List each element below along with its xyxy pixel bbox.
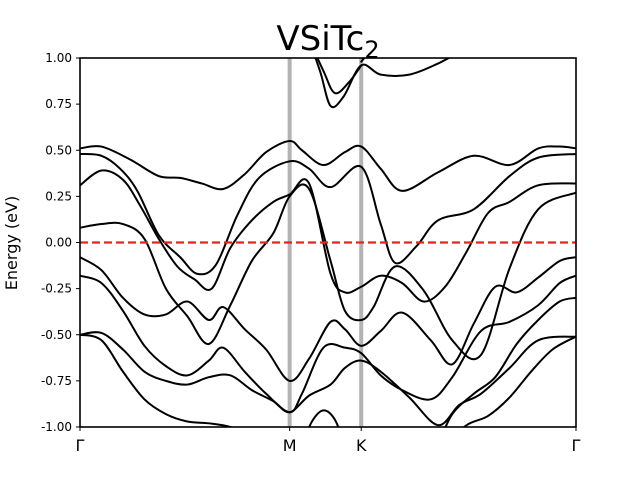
k-point-label: K [356, 436, 367, 455]
y-tick-label: 0.00 [45, 236, 72, 250]
band-line-9 [308, 409, 340, 427]
band-lines [80, 58, 576, 427]
y-tick-label: 0.25 [45, 189, 72, 203]
y-axis-ticks: 1.00 0.75 0.50 0.25 0.00 -0.25 -0.50 -0.75 -1.00 [41, 51, 80, 434]
band-line-1 [80, 140, 576, 192]
band-line-10 [444, 296, 576, 427]
y-tick-label: -0.75 [41, 374, 72, 388]
y-axis-label: Energy (eV) [2, 196, 21, 290]
y-tick-label: -0.50 [41, 328, 72, 342]
title-subscript: 2 [364, 36, 379, 64]
band-line-8 [80, 333, 234, 427]
band-line-5 [80, 256, 576, 382]
y-tick-label: 1.00 [45, 51, 72, 65]
y-tick-label: -1.00 [41, 420, 72, 434]
svg-text:VSiTc2: VSiTc2 [276, 19, 379, 64]
band-line-6 [80, 274, 576, 414]
title-main: VSiTc [276, 19, 364, 59]
k-point-label: M [283, 436, 297, 455]
band-line-4 [80, 183, 576, 361]
k-point-label: Γ [76, 436, 85, 455]
y-tick-label: 0.50 [45, 143, 72, 157]
k-point-label: Γ [572, 436, 581, 455]
y-tick-label: 0.75 [45, 97, 72, 111]
band-line-11 [462, 335, 576, 427]
band-line-3 [80, 169, 576, 303]
band-line-2 [80, 152, 576, 276]
band-line-13 [314, 58, 451, 109]
chart-title: VSiTc2 [276, 19, 379, 64]
y-tick-label: -0.25 [41, 282, 72, 296]
